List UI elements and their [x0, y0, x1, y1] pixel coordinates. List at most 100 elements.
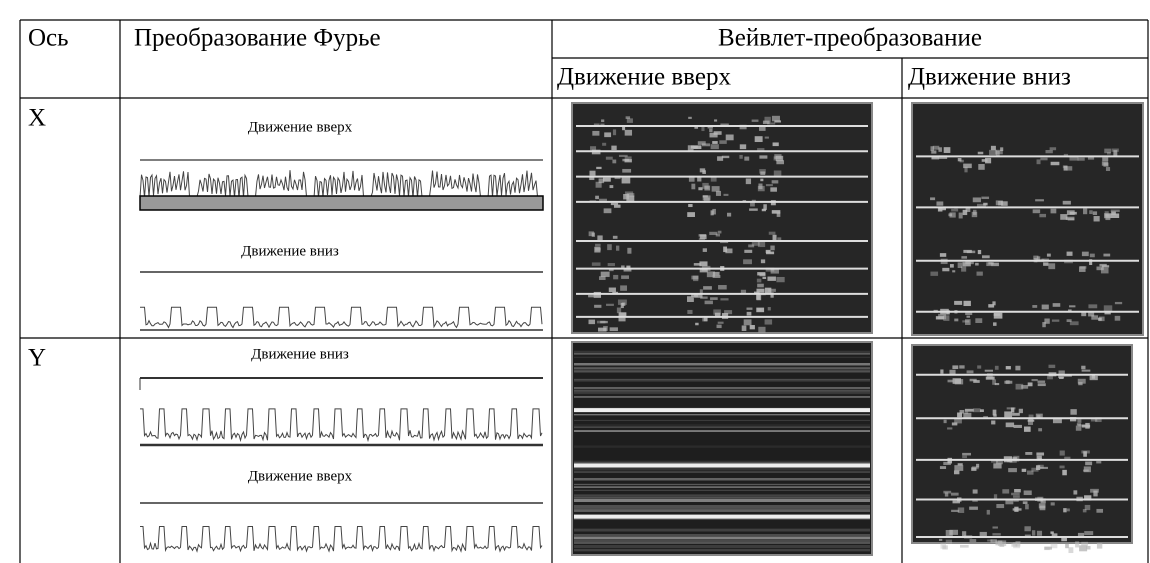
spectrogram-blob	[589, 171, 595, 176]
spectrogram-blob	[712, 141, 718, 144]
spectrogram-blob	[1083, 208, 1087, 214]
waveform	[140, 170, 542, 198]
spectrogram-blob	[1047, 254, 1051, 257]
spectrogram-blob	[688, 117, 692, 119]
spectrogram-blob	[698, 141, 706, 145]
spectrogram-blob	[705, 301, 713, 305]
spectrogram-blob	[599, 276, 606, 280]
spectrogram-blob	[966, 316, 970, 318]
spectrogram-blob	[725, 249, 732, 254]
plot-label: Движение вверх	[248, 468, 353, 484]
spectrogram-blob	[1024, 427, 1031, 432]
spectrogram-blob	[949, 212, 955, 217]
spectrogram-blob	[978, 152, 984, 155]
plot-label: Движение вверх	[248, 119, 353, 135]
spectrogram-blob	[722, 156, 729, 158]
spectrogram-blob	[1014, 489, 1021, 492]
spectrogram-blob	[975, 318, 982, 323]
spectrogram-blob	[619, 155, 628, 157]
spectrogram-blob	[1023, 501, 1028, 504]
spectrogram-blob	[1025, 504, 1029, 509]
spectrogram-blob	[608, 263, 615, 266]
spectrogram-blob	[1063, 508, 1066, 512]
spectrogram-blob	[951, 493, 959, 496]
spectrogram-blob	[626, 196, 634, 202]
spectrogram-blob	[958, 507, 964, 513]
spectrogram-blob	[1079, 545, 1087, 551]
spectrogram-blob	[718, 322, 724, 324]
spectrogram-blob	[994, 494, 997, 499]
spectrogram-blob	[982, 255, 990, 258]
spectrogram-blob	[758, 242, 765, 247]
spectrogram-blob	[747, 312, 752, 316]
spectrogram-blob	[1051, 209, 1057, 214]
spectrogram-blob	[1089, 210, 1092, 214]
spectrogram-blob	[991, 146, 996, 150]
spectrogram-blob	[776, 277, 784, 282]
spectrogram-blob	[993, 526, 998, 528]
spectrogram-blob	[604, 208, 612, 213]
spectrogram-blob	[757, 284, 764, 288]
spectrogram-blob	[756, 295, 760, 300]
spectrogram-blob	[769, 232, 776, 235]
spectrogram-blob	[609, 288, 616, 292]
spectrogram-blob	[1073, 490, 1077, 494]
spectrogram-blob	[702, 183, 708, 189]
spectrogram-blob	[931, 146, 934, 151]
spectrogram-blob	[1044, 318, 1049, 323]
waveform	[140, 527, 542, 552]
spectrogram-blob	[588, 320, 595, 325]
spectrogram-blob	[954, 319, 958, 322]
spectrogram-blob	[1093, 491, 1097, 497]
spectrogram-blob	[757, 279, 761, 283]
spectrogram-blob	[774, 171, 782, 176]
spectrogram-blob	[980, 532, 987, 537]
spectrogram-blob	[963, 301, 970, 306]
spectrogram-blob	[622, 178, 631, 184]
spectrogram-blob	[1062, 470, 1067, 475]
spectrogram-blob	[945, 492, 948, 496]
spectrogram-blob	[695, 323, 698, 325]
spectrogram-blob	[1040, 158, 1047, 161]
spectrogram-blob	[709, 232, 717, 235]
spectrogram-blob	[973, 197, 981, 202]
spectrogram-blob	[1051, 544, 1058, 549]
spectrogram-blob	[1067, 319, 1072, 322]
spectrogram-blob	[991, 263, 999, 266]
spectrogram-blob	[1104, 213, 1111, 218]
spectrogram-blob	[1027, 471, 1034, 475]
spectrogram-blob	[942, 268, 949, 271]
spectrogram-blob	[627, 248, 631, 254]
spectrogram-blob	[940, 543, 946, 549]
spectrogram-blob	[625, 130, 632, 136]
spectrogram-blob	[959, 213, 963, 219]
spectrogram-blob	[613, 129, 616, 135]
spectrogram-blob	[627, 118, 633, 123]
spectrogram-blob	[943, 315, 949, 321]
header-cell: Вейвлет-преобразование	[718, 25, 982, 52]
spectrogram-blob	[767, 277, 775, 281]
spectrogram-blob	[1024, 490, 1032, 495]
spectrogram-blob	[765, 137, 769, 139]
spectrogram-blob	[758, 327, 765, 333]
spectrogram-blob	[622, 127, 625, 130]
spectrogram-blob	[1078, 424, 1086, 426]
spectrogram-blob	[1044, 547, 1050, 550]
spectrogram-blob	[1060, 450, 1065, 455]
header-cell: Преобразование Фурье	[134, 25, 381, 52]
spectrogram-blob	[709, 133, 717, 138]
spectrogram-blob	[610, 327, 618, 331]
spectrogram-blob	[947, 427, 952, 429]
spectrogram-blob	[978, 164, 984, 170]
spectrogram-blob	[687, 296, 694, 302]
spectrogram-blob	[969, 507, 978, 510]
spectrogram-blob	[603, 178, 611, 182]
spectrogram-blob	[755, 136, 763, 142]
spectrogram-blob	[1032, 530, 1035, 535]
spectrogram-blob	[773, 235, 777, 241]
spectrogram-blob	[983, 203, 987, 206]
spectrogram-blob	[981, 197, 989, 199]
spectrogram-blob	[946, 540, 952, 544]
spectrogram-blob	[1050, 147, 1056, 150]
spectrogram-blob	[1068, 547, 1073, 553]
